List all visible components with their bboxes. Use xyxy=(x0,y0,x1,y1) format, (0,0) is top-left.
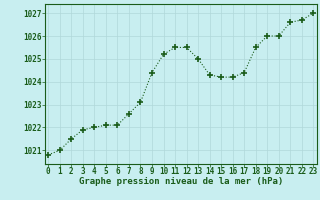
X-axis label: Graphe pression niveau de la mer (hPa): Graphe pression niveau de la mer (hPa) xyxy=(79,177,283,186)
